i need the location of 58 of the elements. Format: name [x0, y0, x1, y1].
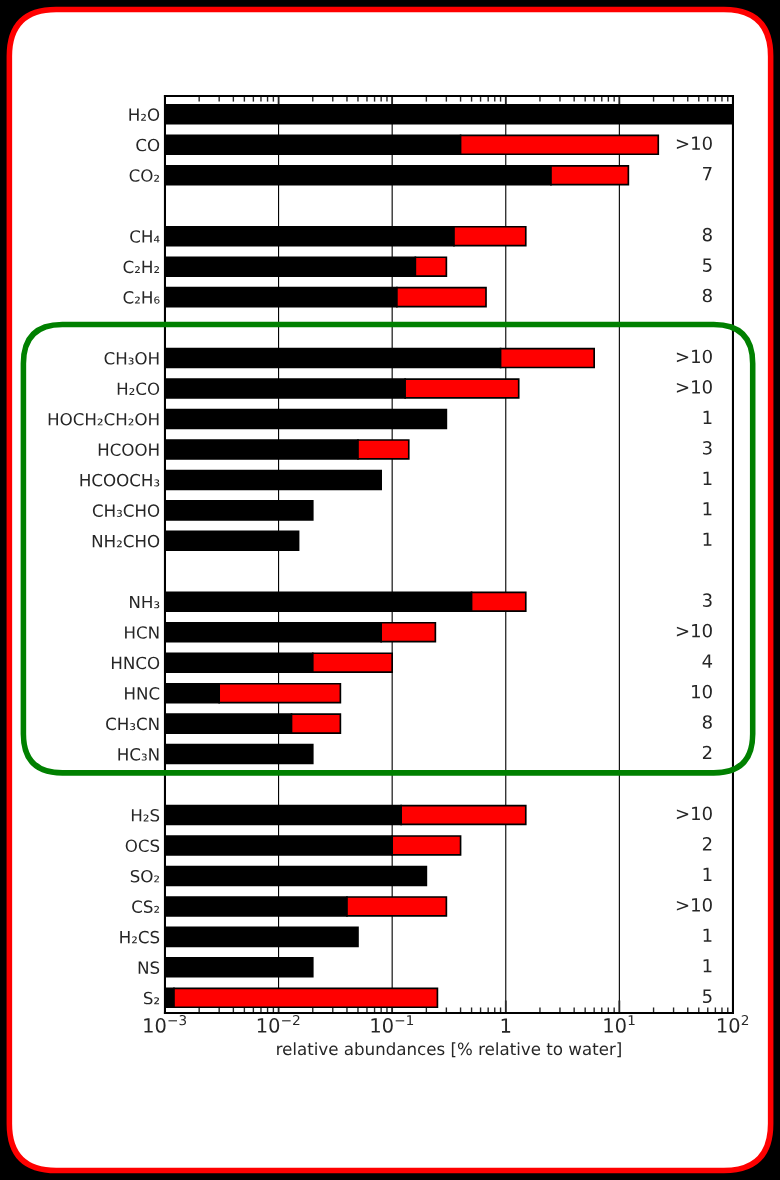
y-tick-label: NH₃ [130, 595, 160, 609]
y-tick-label: OCS [125, 839, 160, 853]
y-tick-label: NS [138, 961, 160, 974]
y-tick-label: C₂H₆ [123, 291, 160, 304]
y-tick-label: HOCH₂CH₂OH [48, 412, 159, 426]
y-tick-label: NH₂CHO [92, 534, 160, 548]
y-tick-label: HNCO [111, 656, 160, 670]
text: 1 [703, 867, 712, 881]
text: 10 [692, 684, 712, 699]
y-tick-label: CS₂ [132, 900, 160, 913]
text: 8 [702, 715, 712, 729]
y-tick-label: CH₄ [130, 230, 160, 243]
text: 8 [702, 227, 712, 242]
y-tick-label: SO₂ [130, 869, 160, 883]
text: >10 [676, 349, 712, 364]
y-tick-label: HC₃N [118, 748, 159, 761]
y-tick-label: C₂H₂ [123, 260, 160, 274]
y-tick-label: H₂S [131, 808, 160, 822]
y-tick-label: CH₃OH [104, 352, 159, 365]
x-axis-title: relative abundances [% relative to water] [277, 1042, 621, 1058]
y-tick-label: CH₃CN [106, 717, 159, 731]
x-tick-label: 10$^{1}$ [604, 1015, 635, 1033]
text: >10 [676, 380, 712, 394]
y-tick-label: H₂CS [120, 930, 160, 944]
text: 1 [703, 959, 712, 973]
text: 5 [702, 258, 712, 272]
text: >10 [676, 136, 712, 151]
text: 2 [702, 837, 712, 851]
x-tick-label: 10$^{−1}$ [371, 1015, 414, 1033]
text: 2 [702, 745, 712, 760]
y-tick-label: CH₃CHO [92, 504, 160, 517]
text: 4 [702, 654, 713, 668]
y-tick-label: CO [136, 138, 160, 152]
text: 1 [703, 471, 712, 485]
text: >10 [676, 623, 712, 638]
y-tick-label: S₂ [143, 991, 160, 1005]
text: >10 [676, 806, 712, 821]
x-tick-label: 1 [501, 1018, 511, 1033]
text: 1 [703, 502, 712, 516]
text: >10 [676, 897, 712, 912]
text: 3 [702, 593, 712, 607]
y-tick-label: HNC [125, 687, 160, 700]
text: 8 [702, 288, 712, 303]
text: 3 [702, 441, 712, 455]
text: 1 [703, 410, 712, 424]
y-tick-label: HCOOH [98, 443, 159, 457]
x-tick-label: 10$^{2}$ [717, 1014, 749, 1033]
text: 7 [703, 167, 712, 181]
y-tick-label: H₂CO [117, 382, 160, 396]
x-tick-label: 10$^{−3}$ [144, 1014, 187, 1033]
x-tick-label: 10$^{−2}$ [257, 1014, 300, 1033]
text: 1 [703, 532, 712, 546]
y-tick-label: HCOOCH₃ [80, 473, 160, 487]
text: 1 [703, 928, 712, 942]
y-tick-label: H₂O [129, 108, 160, 121]
y-tick-label: HCN [125, 626, 159, 639]
y-tick-label: CO₂ [129, 169, 160, 182]
text: 5 [702, 989, 712, 1004]
